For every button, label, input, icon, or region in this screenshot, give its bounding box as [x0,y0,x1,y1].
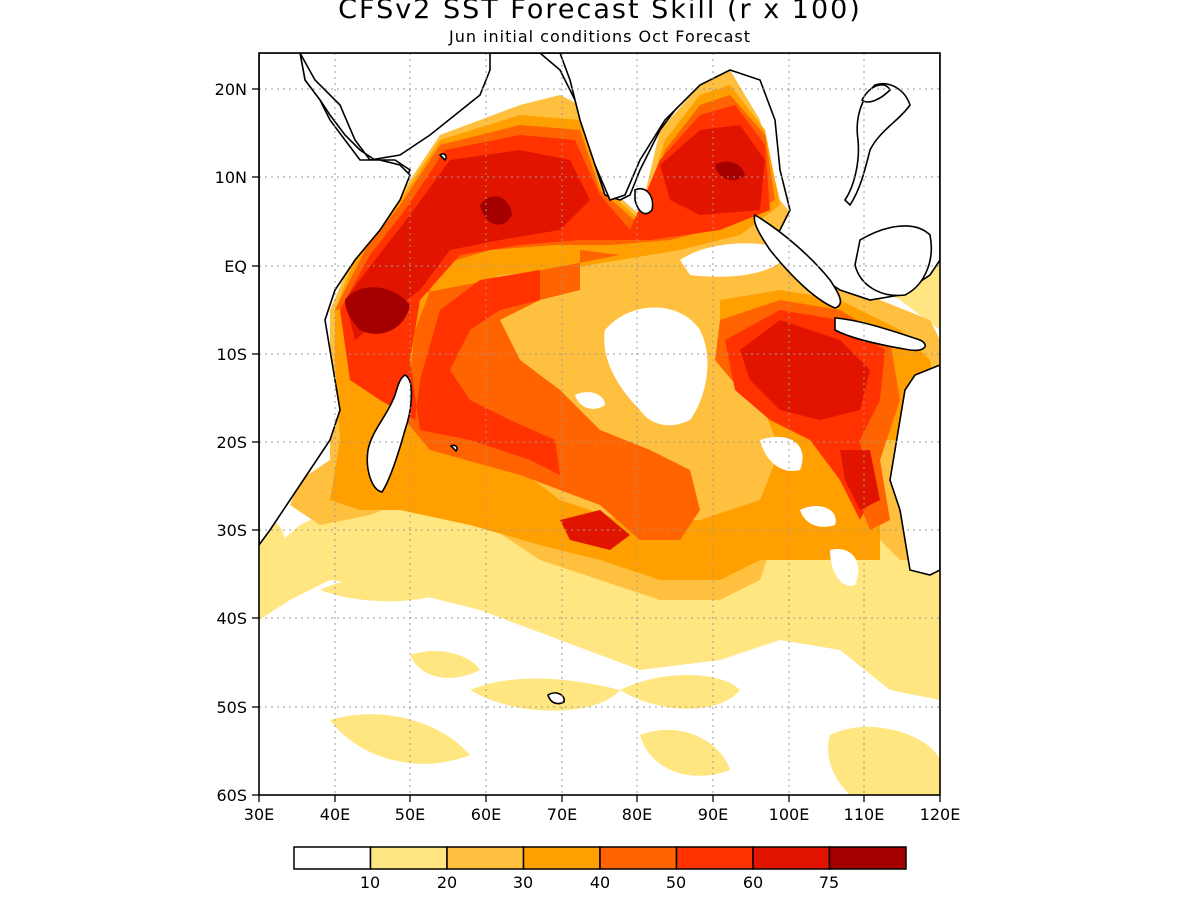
lat-label: EQ [224,257,247,276]
colorbar-label: 60 [743,873,763,892]
madagascar [366,374,413,493]
colorbar-label: 20 [437,873,457,892]
lon-label: 70E [547,805,577,824]
colorbar: 10 20 30 40 50 60 75 [293,846,907,892]
lon-label: 120E [920,805,961,824]
sumatra [753,213,842,309]
lat-tick-labels: 20N 10N EQ 10S 20S 30S 40S 50S 60S [215,80,247,805]
colorbar-bin [675,846,754,870]
lon-tick-labels: 30E 40E 50E 60E 70E 80E 90E 100E 110E 12… [244,805,961,824]
australia [889,364,940,576]
lon-label: 50E [395,805,425,824]
lon-label: 110E [844,805,885,824]
colorbar-label: 40 [590,873,610,892]
colorbar-label: 50 [666,873,686,892]
colorbar-bin [446,846,525,870]
lat-label: 40S [216,609,247,628]
colorbar-bin [369,846,448,870]
map-title: CFSv2 SST Forecast Skill (r x 100) [338,0,862,25]
lat-label: 20S [216,433,247,452]
colorbar-bin [293,846,372,870]
land-masses [259,53,940,705]
colorbar-label: 75 [819,873,839,892]
java [834,317,926,352]
sri-lanka [634,188,654,215]
lon-label: 40E [320,805,350,824]
map-frame [258,52,941,796]
skill-contour-75 [345,161,745,334]
tick-marks [252,88,941,802]
skill-contour-60 [345,125,880,550]
colorbar-bin [828,846,907,870]
colorbar-bin [522,846,601,870]
kerguelen [547,692,566,705]
lat-label: 60S [216,786,247,805]
lon-label: 100E [769,805,810,824]
colorbar-label: 30 [513,873,533,892]
borneo [854,225,932,297]
lat-label: 50S [216,698,247,717]
graticule [259,53,940,795]
colorbar-label: 10 [360,873,380,892]
map-subtitle: Jun initial conditions Oct Forecast [448,27,752,46]
lon-label: 80E [622,805,652,824]
colorbar-bin [599,846,678,870]
lat-label: 30S [216,521,247,540]
lon-label: 30E [244,805,274,824]
lat-label: 10N [215,168,247,187]
skill-field [259,70,940,795]
lon-label: 60E [471,805,501,824]
lat-label: 10S [216,345,247,364]
lat-label: 20N [215,80,247,99]
colorbar-bin [752,846,831,870]
low-skill-area [680,243,790,277]
lon-label: 90E [698,805,728,824]
